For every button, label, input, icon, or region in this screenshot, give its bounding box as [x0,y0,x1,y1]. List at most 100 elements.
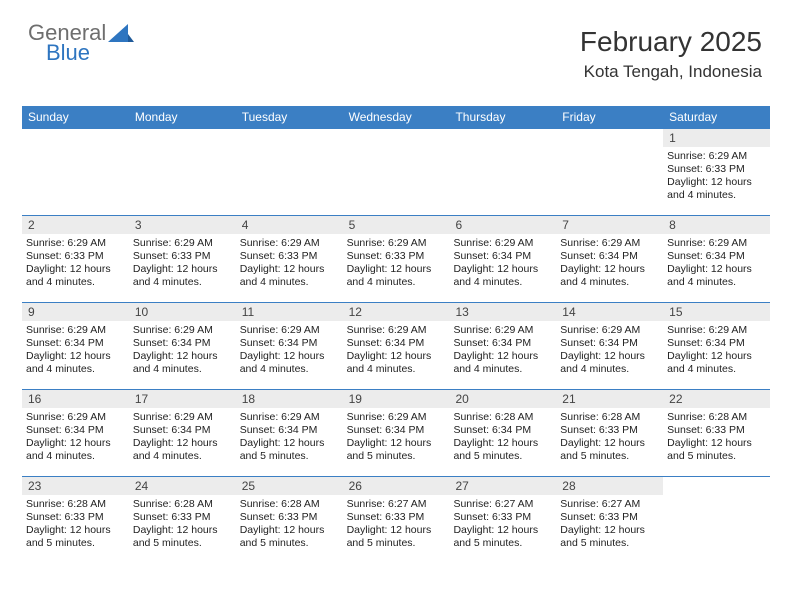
day-number: 19 [343,390,450,408]
daylight-text: Daylight: 12 hours and 4 minutes. [560,263,659,289]
daylight-text: Daylight: 12 hours and 5 minutes. [560,437,659,463]
day-cell: 4Sunrise: 6:29 AMSunset: 6:33 PMDaylight… [236,216,343,302]
day-details: Sunrise: 6:29 AMSunset: 6:34 PMDaylight:… [556,234,663,294]
daylight-text: Daylight: 12 hours and 5 minutes. [240,437,339,463]
day-cell: 25Sunrise: 6:28 AMSunset: 6:33 PMDayligh… [236,477,343,563]
day-cell: 3 Sunrise: 6:29 AMSunset: 6:33 PMDaylight… [129,216,236,302]
sunrise-text: Sunrise: 6:29 AM [26,411,125,424]
sunrise-text: Sunrise: 6:29 AM [133,411,232,424]
day-number: 28 [556,477,663,495]
sunrise-text: Sunrise: 6:29 AM [560,237,659,250]
day-details: Sunrise: 6:29 AMSunset: 6:33 PMDaylight:… [22,234,129,294]
day-number: 18 [236,390,343,408]
daylight-text: Daylight: 12 hours and 5 minutes. [240,524,339,550]
day-number: 3 [129,216,236,234]
day-details: Sunrise: 6:29 AMSunset: 6:34 PMDaylight:… [22,321,129,381]
daylight-text: Daylight: 12 hours and 5 minutes. [347,524,446,550]
day-number: 21 [556,390,663,408]
day-number: 10 [129,303,236,321]
sunrise-text: Sunrise: 6:27 AM [347,498,446,511]
sunrise-text: Sunrise: 6:29 AM [347,237,446,250]
sunrise-text: Sunrise: 6:29 AM [347,324,446,337]
sunrise-text: Sunrise: 6:29 AM [240,237,339,250]
sunset-text: Sunset: 6:33 PM [453,511,552,524]
sunrise-text: Sunrise: 6:29 AM [667,237,766,250]
day-number: 23 [22,477,129,495]
day-number: 12 [343,303,450,321]
day-cell: 16Sunrise: 6:29 AMSunset: 6:34 PMDayligh… [22,390,129,476]
logo-word-2: Blue [28,42,106,64]
week-row: ......1Sunrise: 6:29 AMSunset: 6:33 PMDa… [22,128,770,215]
day-number: 17 [129,390,236,408]
day-number: 5 [343,216,450,234]
sunrise-text: Sunrise: 6:29 AM [667,324,766,337]
day-details: Sunrise: 6:28 AMSunset: 6:33 PMDaylight:… [663,408,770,468]
day-details: Sunrise: 6:29 AMSunset: 6:34 PMDaylight:… [129,408,236,468]
daylight-text: Daylight: 12 hours and 4 minutes. [560,350,659,376]
weekday-header: Sunday [22,106,129,128]
day-number: 24 [129,477,236,495]
day-cell: 10Sunrise: 6:29 AMSunset: 6:34 PMDayligh… [129,303,236,389]
sunrise-text: Sunrise: 6:28 AM [560,411,659,424]
daylight-text: Daylight: 12 hours and 4 minutes. [133,350,232,376]
sunset-text: Sunset: 6:34 PM [667,337,766,350]
month-title: February 2025 [580,26,762,58]
sunrise-text: Sunrise: 6:29 AM [26,237,125,250]
weekday-header: Wednesday [343,106,450,128]
sunset-text: Sunset: 6:33 PM [133,250,232,263]
daylight-text: Daylight: 12 hours and 4 minutes. [667,176,766,202]
sunset-text: Sunset: 6:34 PM [453,337,552,350]
daylight-text: Daylight: 12 hours and 4 minutes. [26,263,125,289]
sunset-text: Sunset: 6:34 PM [26,337,125,350]
day-details: Sunrise: 6:28 AMSunset: 6:33 PMDaylight:… [129,495,236,555]
day-details: Sunrise: 6:29 AMSunset: 6:33 PMDaylight:… [663,147,770,207]
sunrise-text: Sunrise: 6:27 AM [453,498,552,511]
logo-sail-icon [108,24,134,44]
day-cell: 23Sunrise: 6:28 AMSunset: 6:33 PMDayligh… [22,477,129,563]
day-cell: 8Sunrise: 6:29 AMSunset: 6:34 PMDaylight… [663,216,770,302]
week-row: 23Sunrise: 6:28 AMSunset: 6:33 PMDayligh… [22,476,770,563]
week-row: 2Sunrise: 6:29 AMSunset: 6:33 PMDaylight… [22,215,770,302]
day-cell: 27Sunrise: 6:27 AMSunset: 6:33 PMDayligh… [449,477,556,563]
day-number: 11 [236,303,343,321]
daylight-text: Daylight: 12 hours and 5 minutes. [26,524,125,550]
sunrise-text: Sunrise: 6:29 AM [240,411,339,424]
day-number: 6 [449,216,556,234]
day-number: 27 [449,477,556,495]
day-number: 20 [449,390,556,408]
day-details: Sunrise: 6:29 AMSunset: 6:34 PMDaylight:… [343,408,450,468]
weekday-header: Thursday [449,106,556,128]
sunrise-text: Sunrise: 6:29 AM [133,237,232,250]
day-number: 4 [236,216,343,234]
weekday-header: Saturday [663,106,770,128]
day-cell: . [22,129,129,215]
day-cell: . [556,129,663,215]
sunset-text: Sunset: 6:33 PM [560,424,659,437]
day-details: Sunrise: 6:28 AMSunset: 6:34 PMDaylight:… [449,408,556,468]
day-cell: . [663,477,770,563]
sunset-text: Sunset: 6:34 PM [240,424,339,437]
day-details: Sunrise: 6:29 AMSunset: 6:33 PMDaylight:… [343,234,450,294]
day-cell: 13Sunrise: 6:29 AMSunset: 6:34 PMDayligh… [449,303,556,389]
day-cell: 18 Sunrise: 6:29 AMSunset: 6:34 PMDayligh… [236,390,343,476]
sunset-text: Sunset: 6:33 PM [133,511,232,524]
sunset-text: Sunset: 6:33 PM [26,250,125,263]
daylight-text: Daylight: 12 hours and 5 minutes. [667,437,766,463]
day-details: Sunrise: 6:27 AMSunset: 6:33 PMDaylight:… [449,495,556,555]
day-cell: 24Sunrise: 6:28 AMSunset: 6:33 PMDayligh… [129,477,236,563]
day-number: 26 [343,477,450,495]
day-cell: 2Sunrise: 6:29 AMSunset: 6:33 PMDaylight… [22,216,129,302]
day-details: Sunrise: 6:29 AMSunset: 6:33 PMDaylight:… [236,234,343,294]
day-number: 25 [236,477,343,495]
weekday-header: Monday [129,106,236,128]
header: February 2025 Kota Tengah, Indonesia [580,26,762,82]
daylight-text: Daylight: 12 hours and 4 minutes. [26,350,125,376]
sunrise-text: Sunrise: 6:28 AM [453,411,552,424]
daylight-text: Daylight: 12 hours and 4 minutes. [133,263,232,289]
day-details: Sunrise: 6:29 AMSunset: 6:34 PMDaylight:… [236,321,343,381]
day-cell: 28Sunrise: 6:27 AMSunset: 6:33 PMDayligh… [556,477,663,563]
day-cell: 11Sunrise: 6:29 AMSunset: 6:34 PMDayligh… [236,303,343,389]
daylight-text: Daylight: 12 hours and 5 minutes. [347,437,446,463]
sunset-text: Sunset: 6:34 PM [347,337,446,350]
day-number: 9 [22,303,129,321]
